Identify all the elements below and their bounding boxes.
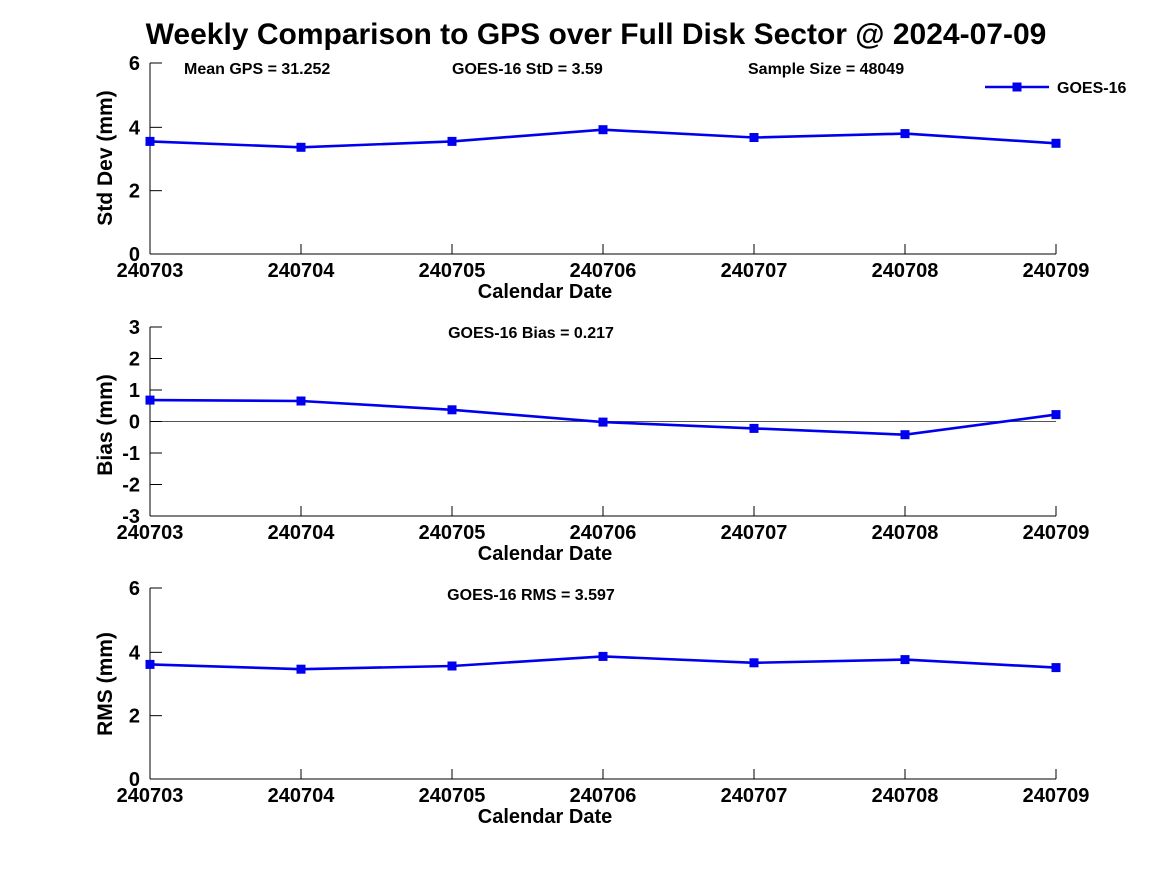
svg-text:4: 4 xyxy=(129,117,141,139)
svg-text:240706: 240706 xyxy=(570,260,637,282)
svg-text:240703: 240703 xyxy=(117,522,184,544)
svg-text:1: 1 xyxy=(129,380,140,402)
svg-text:RMS (mm): RMS (mm) xyxy=(94,632,117,736)
svg-text:Mean GPS = 31.252: Mean GPS = 31.252 xyxy=(184,61,330,78)
svg-text:240704: 240704 xyxy=(268,522,336,544)
svg-text:Calendar Date: Calendar Date xyxy=(478,806,613,828)
svg-text:240705: 240705 xyxy=(419,260,486,282)
svg-text:-1: -1 xyxy=(122,443,140,465)
svg-text:Calendar Date: Calendar Date xyxy=(478,281,613,303)
svg-text:GOES-16: GOES-16 xyxy=(1057,80,1126,97)
svg-text:240709: 240709 xyxy=(1023,260,1090,282)
svg-text:Weekly Comparison to GPS over: Weekly Comparison to GPS over Full Disk … xyxy=(146,18,1047,51)
svg-text:240704: 240704 xyxy=(268,260,336,282)
svg-text:240705: 240705 xyxy=(419,522,486,544)
svg-text:240703: 240703 xyxy=(117,785,184,807)
svg-text:240708: 240708 xyxy=(872,260,939,282)
svg-text:Std Dev (mm): Std Dev (mm) xyxy=(94,90,117,225)
svg-text:240709: 240709 xyxy=(1023,522,1090,544)
svg-text:240706: 240706 xyxy=(570,785,637,807)
svg-text:240703: 240703 xyxy=(117,260,184,282)
svg-text:240705: 240705 xyxy=(419,785,486,807)
svg-text:240707: 240707 xyxy=(721,260,788,282)
svg-text:240704: 240704 xyxy=(268,785,336,807)
svg-text:240707: 240707 xyxy=(721,522,788,544)
svg-text:-2: -2 xyxy=(122,475,140,497)
svg-text:2: 2 xyxy=(129,181,140,203)
svg-text:240706: 240706 xyxy=(570,522,637,544)
svg-text:240709: 240709 xyxy=(1023,785,1090,807)
svg-text:240708: 240708 xyxy=(872,785,939,807)
svg-text:6: 6 xyxy=(129,53,140,75)
svg-text:240707: 240707 xyxy=(721,785,788,807)
svg-text:Calendar Date: Calendar Date xyxy=(478,543,613,565)
svg-text:6: 6 xyxy=(129,578,140,600)
svg-text:GOES-16 StD = 3.59: GOES-16 StD = 3.59 xyxy=(452,61,603,78)
svg-text:Bias (mm): Bias (mm) xyxy=(94,374,117,476)
svg-text:4: 4 xyxy=(129,642,141,664)
svg-text:240708: 240708 xyxy=(872,522,939,544)
svg-text:GOES-16 Bias = 0.217: GOES-16 Bias = 0.217 xyxy=(448,325,614,342)
svg-text:Sample Size = 48049: Sample Size = 48049 xyxy=(748,61,904,78)
svg-text:0: 0 xyxy=(129,412,140,434)
svg-text:GOES-16 RMS = 3.597: GOES-16 RMS = 3.597 xyxy=(447,587,615,604)
svg-text:2: 2 xyxy=(129,349,140,371)
svg-text:3: 3 xyxy=(129,317,140,339)
svg-text:2: 2 xyxy=(129,706,140,728)
